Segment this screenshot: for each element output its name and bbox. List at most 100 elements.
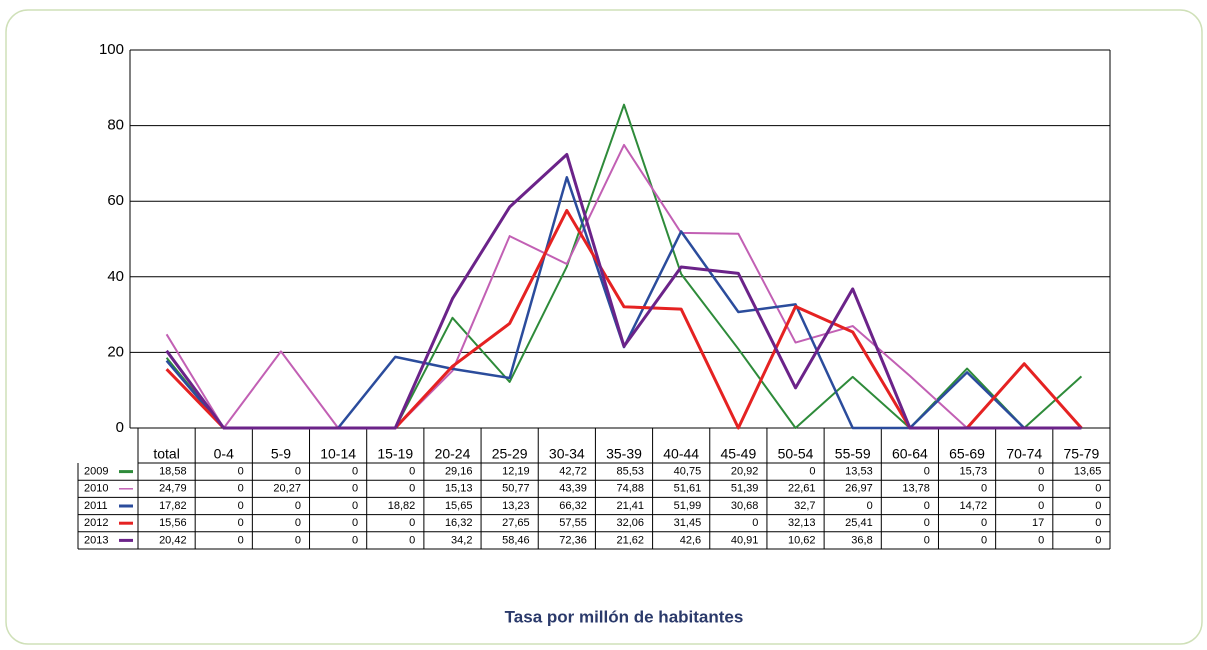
data-label: 18,58 xyxy=(159,466,187,478)
data-label: 0 xyxy=(981,517,987,529)
x-tick-label: 75-79 xyxy=(1064,446,1100,462)
data-label: 0 xyxy=(352,483,358,495)
legend-label: 2012 xyxy=(84,517,108,529)
data-label: 0 xyxy=(752,517,758,529)
data-label: 17 xyxy=(1032,517,1044,529)
data-label: 14,72 xyxy=(960,500,988,512)
data-label: 20,42 xyxy=(159,534,187,546)
legend-label: 2013 xyxy=(84,534,108,546)
data-label: 0 xyxy=(295,466,301,478)
y-tick-label: 40 xyxy=(107,268,124,285)
y-tick-label: 60 xyxy=(107,192,124,209)
data-label: 13,78 xyxy=(902,483,930,495)
data-label: 40,91 xyxy=(731,534,759,546)
data-label: 0 xyxy=(238,466,244,478)
data-label: 12,19 xyxy=(502,466,530,478)
data-label: 0 xyxy=(1095,517,1101,529)
legend-label: 2010 xyxy=(84,483,108,495)
data-label: 0 xyxy=(1038,466,1044,478)
data-label: 0 xyxy=(238,483,244,495)
data-label: 0 xyxy=(352,500,358,512)
data-label: 0 xyxy=(409,466,415,478)
x-tick-label: 60-64 xyxy=(892,446,928,462)
data-label: 32,13 xyxy=(788,517,816,529)
series-line xyxy=(165,152,1082,430)
x-tick-label: 45-49 xyxy=(720,446,756,462)
data-label: 0 xyxy=(352,534,358,546)
x-tick-label: 50-54 xyxy=(778,446,814,462)
data-label: 0 xyxy=(867,500,873,512)
data-label: 32,7 xyxy=(794,500,815,512)
x-tick-label: 15-19 xyxy=(377,446,413,462)
x-tick-label: total xyxy=(153,446,179,462)
data-label: 34,2 xyxy=(451,534,472,546)
data-label: 18,82 xyxy=(388,500,416,512)
data-label: 0 xyxy=(1095,534,1101,546)
y-tick-label: 20 xyxy=(107,343,124,360)
data-label: 0 xyxy=(295,517,301,529)
x-tick-label: 25-29 xyxy=(492,446,528,462)
data-label: 29,16 xyxy=(445,466,473,478)
data-label: 0 xyxy=(924,500,930,512)
data-label: 0 xyxy=(1038,483,1044,495)
data-label: 51,99 xyxy=(674,500,702,512)
data-label: 25,41 xyxy=(845,517,873,529)
x-tick-label: 30-34 xyxy=(549,446,585,462)
data-label: 16,32 xyxy=(445,517,473,529)
data-label: 15,13 xyxy=(445,483,473,495)
data-label: 0 xyxy=(295,534,301,546)
data-label: 0 xyxy=(238,517,244,529)
data-label: 24,79 xyxy=(159,483,187,495)
data-label: 15,56 xyxy=(159,517,187,529)
x-tick-label: 10-14 xyxy=(320,446,356,462)
data-label: 0 xyxy=(352,517,358,529)
data-label: 51,61 xyxy=(674,483,702,495)
y-tick-label: 100 xyxy=(99,41,124,58)
data-label: 13,65 xyxy=(1074,466,1102,478)
data-label: 10,62 xyxy=(788,534,816,546)
data-label: 20,27 xyxy=(273,483,301,495)
y-tick-label: 80 xyxy=(107,117,124,134)
x-tick-label: 40-44 xyxy=(663,446,699,462)
data-label: 32,06 xyxy=(616,517,644,529)
legend-label: 2009 xyxy=(84,466,108,478)
data-label: 0 xyxy=(981,534,987,546)
x-tick-label: 0-4 xyxy=(214,446,234,462)
data-label: 74,88 xyxy=(616,483,644,495)
data-label: 0 xyxy=(409,483,415,495)
x-tick-label: 35-39 xyxy=(606,446,642,462)
chart-title: Tasa por millón de habitantes xyxy=(505,607,744,626)
data-label: 0 xyxy=(295,500,301,512)
data-label: 0 xyxy=(1095,500,1101,512)
data-label: 31,45 xyxy=(674,517,702,529)
data-label: 27,65 xyxy=(502,517,530,529)
data-label: 43,39 xyxy=(559,483,587,495)
data-label: 20,92 xyxy=(731,466,759,478)
data-label: 15,73 xyxy=(960,466,988,478)
data-label: 72,36 xyxy=(559,534,587,546)
data-label: 42,72 xyxy=(559,466,587,478)
data-label: 0 xyxy=(409,517,415,529)
data-label: 0 xyxy=(809,466,815,478)
data-label: 66,32 xyxy=(559,500,587,512)
x-tick-label: 65-69 xyxy=(949,446,985,462)
data-label: 50,77 xyxy=(502,483,530,495)
data-label: 0 xyxy=(1095,483,1101,495)
x-tick-label: 5-9 xyxy=(271,446,291,462)
data-label: 42,6 xyxy=(680,534,701,546)
data-label: 0 xyxy=(924,517,930,529)
x-tick-label: 20-24 xyxy=(435,446,471,462)
data-label: 13,53 xyxy=(845,466,873,478)
data-label: 0 xyxy=(409,534,415,546)
data-label: 0 xyxy=(352,466,358,478)
data-label: 13,23 xyxy=(502,500,530,512)
legend-label: 2011 xyxy=(84,500,108,512)
data-label: 26,97 xyxy=(845,483,873,495)
data-label: 0 xyxy=(1038,500,1044,512)
series-line xyxy=(165,143,1082,429)
data-label: 0 xyxy=(238,534,244,546)
data-label: 0 xyxy=(924,466,930,478)
data-label: 15,65 xyxy=(445,500,473,512)
panel xyxy=(5,9,1203,645)
